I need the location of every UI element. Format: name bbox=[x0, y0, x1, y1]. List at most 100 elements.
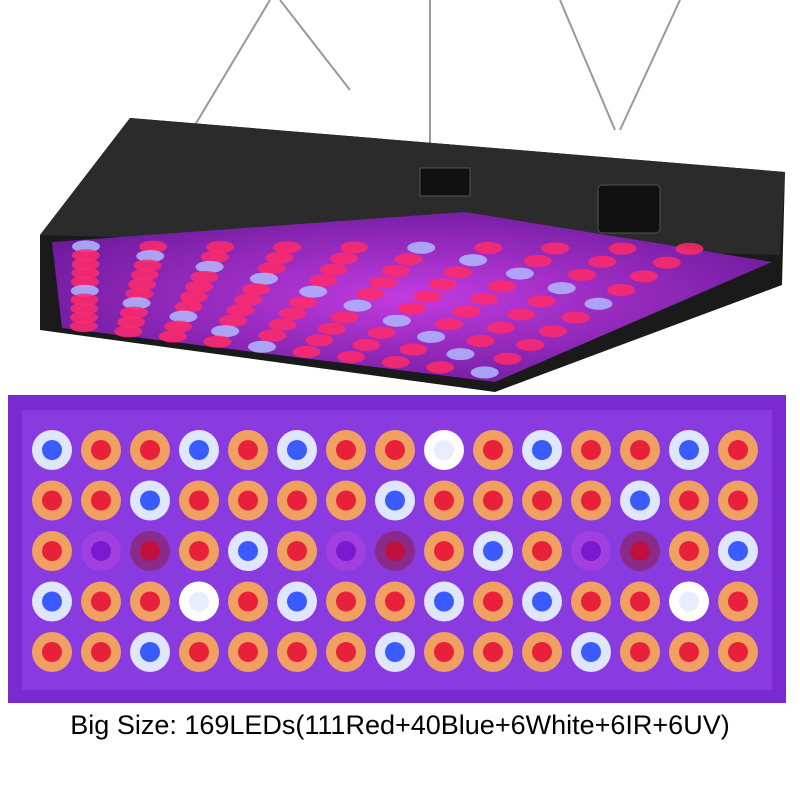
led-core bbox=[434, 490, 454, 511]
led-dot bbox=[588, 255, 617, 268]
led-dot bbox=[382, 314, 411, 327]
led bbox=[228, 632, 268, 672]
led-core bbox=[140, 591, 160, 612]
led-dot bbox=[164, 320, 193, 333]
led-dot bbox=[516, 338, 545, 351]
led-dot bbox=[268, 318, 297, 331]
led-core bbox=[532, 591, 552, 612]
led-dot bbox=[675, 242, 704, 255]
led-core bbox=[91, 490, 111, 511]
led-core bbox=[189, 591, 209, 612]
led-core bbox=[287, 490, 307, 511]
led-dot bbox=[394, 253, 423, 266]
led bbox=[375, 430, 415, 470]
led-core bbox=[483, 591, 503, 612]
led-core bbox=[336, 541, 356, 561]
led-core bbox=[630, 642, 650, 662]
led bbox=[179, 531, 219, 571]
led-core bbox=[238, 591, 258, 612]
led-dot bbox=[547, 282, 576, 295]
led bbox=[81, 480, 121, 521]
led bbox=[81, 430, 121, 470]
led bbox=[375, 632, 415, 672]
led bbox=[375, 531, 415, 571]
led-dot bbox=[71, 275, 100, 288]
led-core bbox=[140, 642, 160, 662]
led bbox=[718, 430, 758, 470]
led bbox=[571, 632, 611, 672]
led-dot bbox=[381, 356, 410, 369]
led bbox=[424, 480, 464, 521]
led-dot bbox=[470, 366, 499, 379]
led-core bbox=[238, 642, 258, 662]
led-core bbox=[483, 642, 503, 662]
led-core bbox=[91, 642, 111, 662]
led bbox=[473, 480, 513, 521]
led-dot bbox=[169, 310, 198, 323]
led-core bbox=[483, 490, 503, 511]
led-core bbox=[42, 591, 62, 612]
led bbox=[571, 531, 611, 571]
led-dot bbox=[71, 249, 100, 262]
led-dot bbox=[257, 262, 286, 275]
led-core bbox=[630, 591, 650, 612]
led-dot bbox=[629, 270, 658, 283]
led bbox=[277, 430, 317, 470]
led-core bbox=[385, 591, 405, 612]
led-dot bbox=[70, 311, 99, 324]
led-core bbox=[385, 440, 405, 460]
led-core bbox=[728, 591, 748, 612]
led-dot bbox=[413, 290, 442, 303]
led-dot bbox=[493, 352, 522, 365]
led bbox=[277, 581, 317, 622]
led-dot bbox=[507, 308, 536, 321]
led-core bbox=[336, 440, 356, 460]
led-dot bbox=[139, 240, 168, 253]
led bbox=[32, 480, 72, 521]
led bbox=[473, 632, 513, 672]
led-dot bbox=[356, 288, 385, 301]
led-dot bbox=[136, 250, 165, 263]
switch bbox=[419, 167, 471, 197]
led-core bbox=[679, 642, 699, 662]
led bbox=[228, 430, 268, 470]
led bbox=[130, 632, 170, 672]
led-dot bbox=[114, 325, 143, 338]
led-dot bbox=[292, 345, 321, 358]
led bbox=[326, 430, 366, 470]
led-dot bbox=[70, 302, 99, 315]
led-dot bbox=[211, 325, 240, 338]
led bbox=[669, 480, 709, 521]
led-dot bbox=[608, 242, 637, 255]
led-dot bbox=[185, 280, 214, 293]
led-dot bbox=[174, 300, 203, 313]
led bbox=[277, 480, 317, 521]
led-core bbox=[434, 642, 454, 662]
led-dot bbox=[305, 334, 334, 347]
led-dot bbox=[337, 351, 366, 364]
led-dot bbox=[278, 307, 307, 320]
led-core bbox=[140, 490, 160, 511]
led-core bbox=[238, 490, 258, 511]
led-core bbox=[630, 490, 650, 511]
led-dot bbox=[70, 293, 99, 306]
led bbox=[326, 581, 366, 622]
led-dot bbox=[195, 260, 224, 273]
led bbox=[179, 480, 219, 521]
led bbox=[718, 531, 758, 571]
led-dot bbox=[128, 278, 157, 291]
led bbox=[620, 480, 660, 521]
led-dot bbox=[488, 280, 517, 293]
led-core bbox=[336, 591, 356, 612]
led-underside bbox=[52, 212, 772, 382]
led bbox=[669, 632, 709, 672]
led-core bbox=[581, 642, 601, 662]
led-core bbox=[434, 541, 454, 561]
led-core bbox=[581, 490, 601, 511]
led-dot bbox=[329, 252, 358, 265]
led-dot bbox=[69, 320, 98, 333]
led-core bbox=[630, 541, 650, 561]
led bbox=[179, 430, 219, 470]
caption: Big Size: 169LEDs(111Red+40Blue+6White+6… bbox=[70, 710, 730, 740]
led-core bbox=[287, 440, 307, 460]
